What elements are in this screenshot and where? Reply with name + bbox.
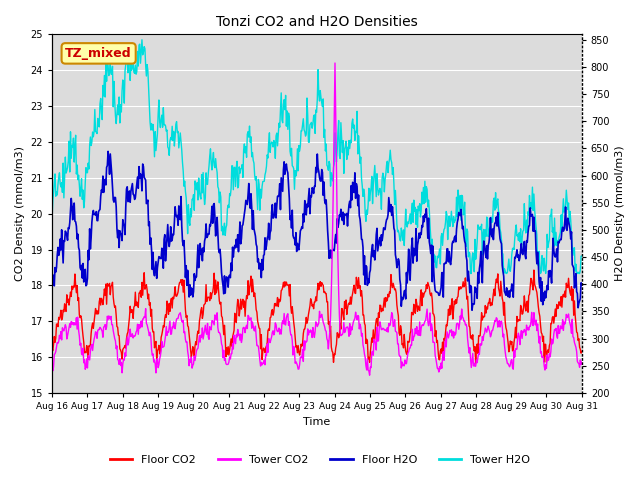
Y-axis label: H2O Density (mmol/m3): H2O Density (mmol/m3) bbox=[615, 146, 625, 281]
Text: TZ_mixed: TZ_mixed bbox=[65, 47, 132, 60]
X-axis label: Time: Time bbox=[303, 417, 331, 427]
Y-axis label: CO2 Density (mmol/m3): CO2 Density (mmol/m3) bbox=[15, 146, 25, 281]
Title: Tonzi CO2 and H2O Densities: Tonzi CO2 and H2O Densities bbox=[216, 15, 418, 29]
Legend: Floor CO2, Tower CO2, Floor H2O, Tower H2O: Floor CO2, Tower CO2, Floor H2O, Tower H… bbox=[105, 451, 535, 469]
